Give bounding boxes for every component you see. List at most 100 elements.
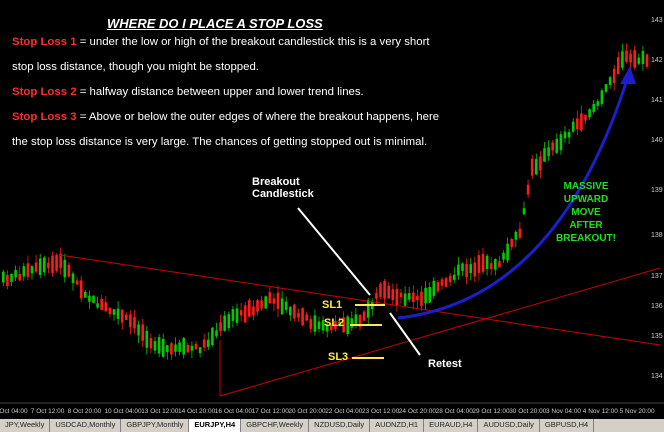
candle-body: [498, 261, 501, 268]
candle-body: [256, 300, 259, 312]
chart-tab[interactable]: GBPUSD,H4: [540, 419, 595, 432]
candle-body: [477, 255, 481, 273]
candle-body: [313, 315, 317, 332]
candle-body: [178, 342, 181, 352]
lower-trend-line: [219, 267, 661, 397]
candle-body: [428, 286, 431, 303]
candle-body: [186, 344, 190, 353]
candle-body: [514, 231, 518, 240]
stop-loss-2-label: Stop Loss 2: [12, 86, 77, 98]
time-tick-label: 2 Oct 04:00: [0, 408, 28, 415]
candle-body: [518, 228, 522, 238]
candle-body: [346, 316, 349, 335]
time-tick-label: 14 Oct 20:00: [178, 408, 216, 415]
candle-body: [243, 305, 247, 323]
candle-body: [633, 50, 636, 68]
candle-body: [194, 343, 198, 350]
candle-body: [489, 263, 493, 270]
chart-tab[interactable]: EURJPY,H4: [189, 419, 242, 432]
candle-body: [407, 293, 411, 300]
candle-body: [55, 255, 58, 271]
chart-tab[interactable]: NZDUSD,Daily: [309, 419, 371, 432]
breakout-label-line2: Candlestick: [252, 188, 314, 200]
candle-body: [621, 51, 624, 68]
candle-body: [268, 292, 272, 304]
stop-loss-3-continued: the stop loss distance is very large. Th…: [12, 136, 428, 148]
chart-tab[interactable]: AUDUSD,Daily: [478, 419, 540, 432]
candle-body: [330, 324, 333, 331]
massive-note-line3: AFTER: [569, 220, 603, 231]
price-tick-label: 137: [651, 273, 663, 280]
stop-loss-1-line: Stop Loss 1 = under the low or high of t…: [12, 36, 430, 48]
candle-body: [71, 273, 75, 283]
candle-body: [280, 298, 284, 315]
candle-body: [182, 338, 185, 355]
candle-body: [120, 309, 124, 323]
candle-body: [473, 262, 477, 277]
candle-body: [252, 306, 255, 316]
candle-body: [211, 327, 214, 345]
candle-body: [461, 263, 464, 271]
candle-body: [100, 298, 103, 310]
candle-body: [215, 330, 218, 337]
candle-body: [63, 259, 67, 278]
stop-loss-3-text: = Above or below the outer edges of wher…: [76, 111, 440, 123]
candle-body: [576, 118, 579, 130]
price-tick-label: 141: [651, 97, 663, 104]
massive-note-line2: UPWARD MOVE: [563, 194, 609, 218]
candle-body: [494, 258, 497, 270]
candle-body: [469, 264, 472, 274]
candle-body: [362, 311, 366, 321]
chart-tab[interactable]: USDCAD,Monthly: [50, 419, 122, 432]
candle-body: [354, 314, 358, 324]
stop-loss-3-label: Stop Loss 3: [12, 111, 77, 123]
candle-body: [584, 114, 587, 121]
candle-body: [412, 292, 415, 302]
candle-body: [563, 131, 567, 139]
price-chart[interactable]: 143 142 141 140 139 138 137 136 135 134 2 Oct 04:…: [0, 0, 664, 419]
candle-body: [264, 296, 267, 309]
candle-body: [30, 266, 34, 274]
chart-tab[interactable]: GBPJPY,Monthly: [121, 419, 190, 432]
time-tick-label: 28 Oct 04:00: [436, 408, 474, 415]
candle-body: [10, 273, 13, 282]
chart-tab[interactable]: EURAUD,H4: [424, 419, 479, 432]
candle-body: [617, 57, 620, 74]
massive-note-line1: MASSIVE: [563, 181, 609, 192]
upward-move-arrow: [397, 69, 632, 320]
candle-body: [391, 289, 395, 301]
candle-body: [231, 309, 235, 321]
candle-body: [79, 280, 83, 299]
candle-body: [34, 262, 38, 272]
chart-tab-bar: JPY,Weekly USDCAD,Monthly GBPJPY,Monthly EU…: [0, 419, 664, 432]
stop-loss-2-text: = halfway distance between upper and low…: [76, 86, 364, 98]
candle-body: [395, 288, 399, 307]
candle-body: [588, 109, 591, 118]
candle-body: [2, 271, 5, 283]
stop-loss-1-continued: stop loss distance, though you might be …: [12, 61, 259, 73]
candle-body: [108, 307, 112, 315]
candle-body: [375, 293, 378, 299]
time-tick-label: 24 Oct 20:00: [399, 408, 437, 415]
candle-body: [432, 280, 436, 296]
candle-body: [260, 300, 263, 309]
candle-body: [104, 302, 108, 312]
candle-body: [6, 274, 9, 286]
price-tick-label: 140: [651, 137, 663, 144]
chart-tab[interactable]: AUDNZD,H1: [370, 419, 425, 432]
candle-body: [502, 252, 505, 260]
candle-body: [202, 339, 206, 348]
time-tick-label: 29 Oct 12:00: [472, 408, 510, 415]
candle-body: [465, 264, 468, 278]
chart-tab[interactable]: JPY,Weekly: [0, 419, 51, 432]
chart-tab[interactable]: GBPCHF,Weekly: [241, 419, 310, 432]
candle-body: [317, 321, 321, 330]
candle-body: [161, 338, 165, 357]
time-tick-label: 7 Oct 12:00: [31, 408, 65, 415]
candle-body: [301, 308, 304, 326]
candle-body: [18, 273, 21, 281]
candle-body: [645, 54, 649, 67]
candle-body: [625, 50, 628, 62]
candle-body: [227, 314, 231, 329]
candle-body: [293, 304, 296, 319]
